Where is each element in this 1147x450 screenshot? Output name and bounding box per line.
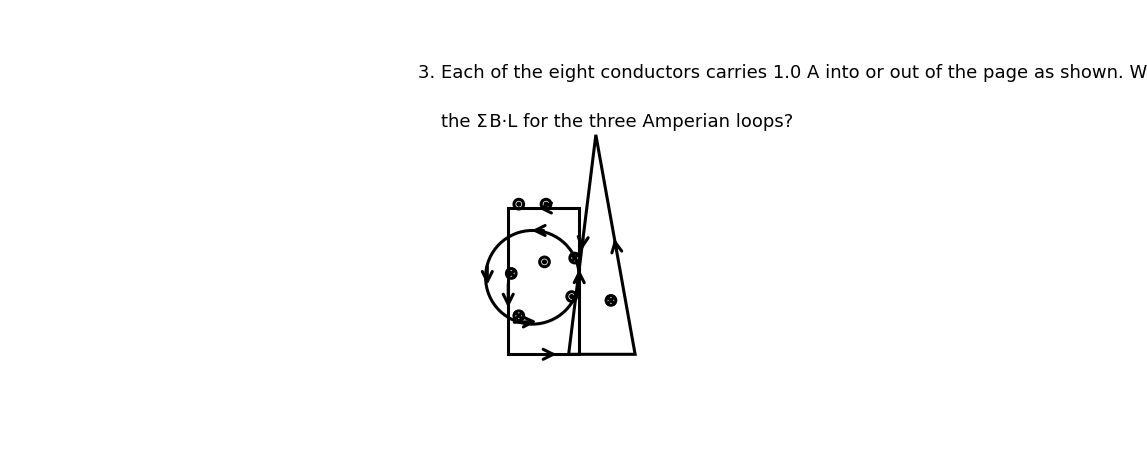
Circle shape	[517, 202, 521, 206]
Circle shape	[544, 202, 548, 206]
Circle shape	[543, 260, 546, 264]
Bar	[508, 208, 579, 354]
Text: 3. Each of the eight conductors carries 1.0 A into or out of the page as shown. : 3. Each of the eight conductors carries …	[418, 64, 1147, 82]
Text: the Σ B·L for the three Amperian loops?: the Σ B·L for the three Amperian loops?	[418, 113, 794, 131]
Circle shape	[570, 295, 574, 298]
